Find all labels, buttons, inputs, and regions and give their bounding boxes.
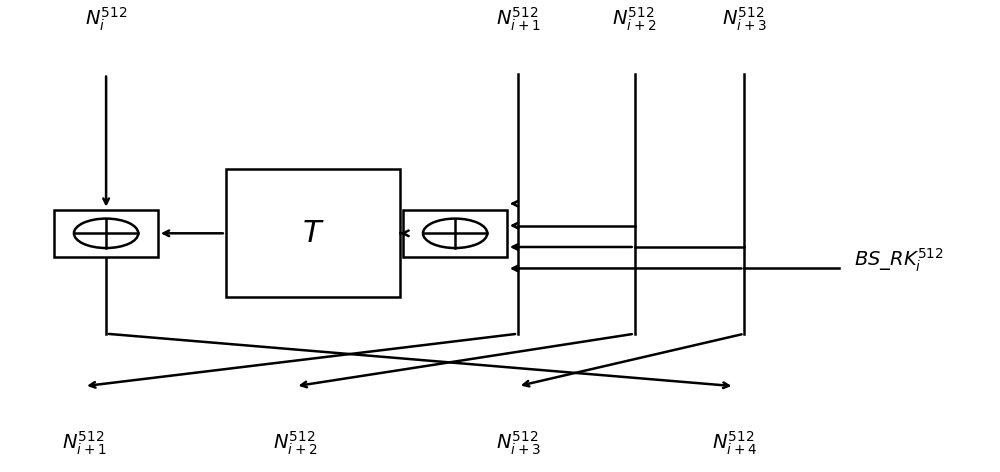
Text: $N_i^{512}$: $N_i^{512}$ xyxy=(85,5,127,33)
Circle shape xyxy=(74,219,138,248)
Circle shape xyxy=(423,219,487,248)
Bar xyxy=(403,210,507,257)
Text: $N_{i+2}^{512}$: $N_{i+2}^{512}$ xyxy=(612,5,657,33)
Bar xyxy=(54,210,158,257)
Text: $N_{i+2}^{512}$: $N_{i+2}^{512}$ xyxy=(273,430,318,457)
Text: $T$: $T$ xyxy=(302,218,324,249)
Bar xyxy=(226,169,400,297)
Text: $N_{i+1}^{512}$: $N_{i+1}^{512}$ xyxy=(496,5,540,33)
Text: $N_{i+3}^{512}$: $N_{i+3}^{512}$ xyxy=(496,430,540,457)
Text: $N_{i+3}^{512}$: $N_{i+3}^{512}$ xyxy=(722,5,767,33)
Text: $BS\_RK_i^{512}$: $BS\_RK_i^{512}$ xyxy=(854,247,944,274)
Text: $N_{i+1}^{512}$: $N_{i+1}^{512}$ xyxy=(62,430,106,457)
Text: $N_{i+4}^{512}$: $N_{i+4}^{512}$ xyxy=(712,430,757,457)
